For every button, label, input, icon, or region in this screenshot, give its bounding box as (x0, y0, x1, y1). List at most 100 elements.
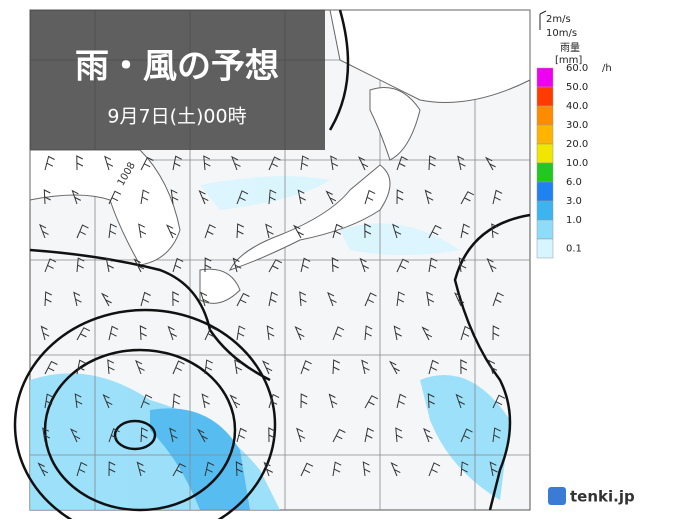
wind-barb (457, 155, 466, 171)
wind-barb (484, 156, 496, 171)
wind-barb (361, 359, 370, 375)
wind-barb (488, 359, 498, 375)
wind-barb (327, 291, 337, 307)
wind-barb (364, 189, 376, 205)
wind-barb (428, 257, 438, 273)
wind-barb (39, 223, 49, 239)
wind-barb (428, 155, 436, 171)
wind-barb (265, 223, 274, 239)
wind-barb (460, 325, 472, 341)
legend-swatch (536, 219, 554, 240)
wind-barb (330, 155, 339, 171)
wind-barb (268, 189, 277, 205)
wind-barb (300, 257, 311, 273)
wind-barb (492, 292, 504, 307)
wind-barb (167, 325, 177, 341)
wind-barb (236, 292, 250, 307)
wind-barb (492, 325, 500, 341)
wind-barb (133, 258, 145, 273)
wind-barb (236, 223, 244, 239)
wind-barb (454, 292, 465, 307)
wind-barb (236, 190, 249, 205)
wind-barb (108, 190, 122, 205)
wind-barb (138, 223, 147, 239)
wind-barb (489, 461, 498, 477)
legend-label: 50.0 (566, 82, 588, 93)
wind-barb (268, 427, 276, 443)
wind-barb (492, 189, 503, 205)
wind-barb (108, 428, 120, 443)
wind-barb (136, 461, 146, 477)
wind-barb (236, 325, 246, 341)
rain-title: 雨量 (560, 42, 580, 54)
wind-barb (395, 427, 403, 443)
wind-barb (364, 325, 373, 341)
wind-barb (76, 327, 91, 341)
wind-barb (364, 395, 379, 409)
legend-swatch (536, 67, 554, 88)
title: 雨・風の予想 (75, 47, 279, 87)
wind-barb (107, 359, 115, 375)
wind-barb (460, 461, 469, 477)
wind-barb (235, 461, 243, 477)
wind-barb (396, 291, 405, 307)
wind-barb (486, 258, 497, 273)
wind-barb (388, 360, 400, 375)
wind-barb (268, 259, 283, 273)
wind-barb (390, 462, 401, 477)
wind-barb (71, 189, 81, 205)
wind-barb (204, 257, 212, 273)
wind-barb (140, 394, 153, 409)
wind-barb (73, 291, 82, 307)
wind-barb (172, 291, 180, 307)
wind-barb (266, 325, 275, 341)
wind-barb (140, 189, 150, 205)
wind-barb (236, 427, 247, 443)
wind-barb (70, 428, 81, 443)
wind-barb (140, 156, 154, 171)
wind-barb (396, 393, 407, 409)
legend-label: 6.0 (566, 177, 582, 188)
wind-barb (74, 393, 83, 409)
legend: 2m/s 10m/s 雨量 [mm] /h (539, 10, 612, 74)
wind-barb (460, 191, 475, 205)
wind-barb (170, 189, 179, 205)
wind-barb (200, 291, 210, 307)
wind-barb (427, 393, 435, 409)
wind-barb (140, 427, 148, 443)
wind-barb (44, 291, 52, 307)
wind-barb (300, 462, 314, 477)
wind-barb (76, 155, 84, 171)
wind-barb (358, 156, 369, 171)
wind-barb (300, 393, 308, 409)
wind-barb (108, 461, 116, 477)
wind-barb (166, 224, 177, 239)
wind-barb (76, 359, 86, 375)
wind-barb (460, 359, 468, 375)
wind-barb (234, 359, 243, 375)
wind-barb (140, 291, 151, 307)
legend-label: 30.0 (566, 120, 588, 131)
wind-barb (332, 223, 343, 239)
wind-barb (268, 393, 280, 409)
isobars (13, 9, 531, 523)
wind-barb (362, 461, 371, 477)
wind-barb (201, 393, 210, 409)
wind-barb (492, 427, 501, 443)
wind-barb (232, 257, 242, 273)
per-hour: /h (602, 63, 612, 74)
wind-barbs (37, 155, 506, 477)
wind-barb (198, 190, 209, 205)
legend-swatch (536, 105, 554, 126)
legend-label: 3.0 (566, 196, 582, 207)
wind-barb (262, 360, 273, 375)
wind-barb (296, 427, 306, 443)
wind-barb (332, 359, 340, 375)
wind-barb (396, 189, 404, 205)
wind-barb (42, 427, 51, 443)
wind-barb (458, 257, 467, 273)
legend-swatch (536, 86, 554, 107)
wind-barb (364, 223, 372, 239)
wind-barb (492, 394, 506, 409)
